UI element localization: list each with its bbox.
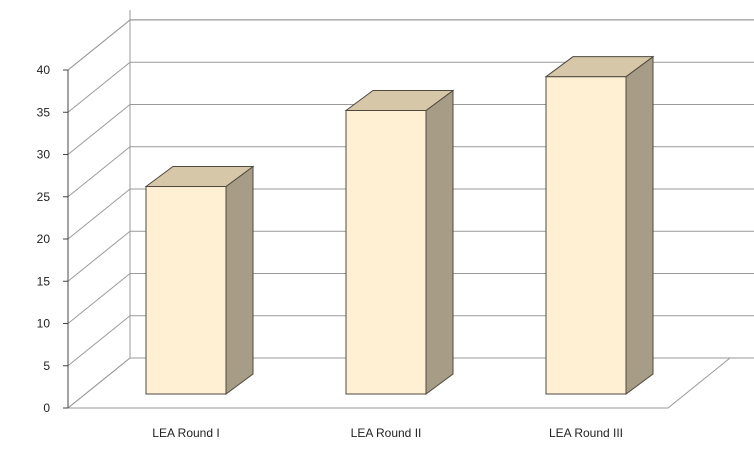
x-category-label: LEA Round II bbox=[351, 426, 422, 440]
bar-front bbox=[345, 109, 427, 395]
bar-top bbox=[344, 89, 455, 111]
gridline-wall bbox=[67, 61, 131, 113]
x-category-label: LEA Round I bbox=[152, 426, 219, 440]
x-category-labels: LEA Round I LEA Round II LEA Round III bbox=[152, 426, 623, 440]
bar-side bbox=[225, 165, 254, 395]
gridline-wall bbox=[67, 273, 131, 324]
gridline-wall bbox=[67, 230, 131, 282]
bar-top bbox=[144, 166, 255, 188]
bar-side bbox=[625, 55, 654, 395]
y-axis bbox=[63, 69, 69, 409]
y-tick-label: 10 bbox=[37, 317, 51, 331]
bars bbox=[144, 55, 655, 395]
y-tick-label: 25 bbox=[37, 190, 51, 204]
gridline-wall bbox=[67, 357, 131, 409]
bar bbox=[544, 55, 655, 395]
gridline-wall bbox=[67, 315, 131, 367]
y-tick-label: 15 bbox=[37, 274, 51, 288]
gridline-wall bbox=[67, 188, 131, 240]
bar-top bbox=[544, 56, 655, 78]
x-category-label: LEA Round III bbox=[549, 426, 623, 440]
y-tick-label: 5 bbox=[43, 359, 50, 373]
gridline-wall bbox=[67, 146, 131, 198]
y-tick-label: 35 bbox=[37, 105, 51, 119]
bar bbox=[144, 165, 255, 395]
y-tick-label: 20 bbox=[37, 232, 51, 246]
bar-front bbox=[145, 186, 227, 395]
y-tick-label: 0 bbox=[43, 401, 50, 415]
bar-side bbox=[425, 89, 454, 395]
bar bbox=[344, 89, 455, 395]
y-tick-label: 40 bbox=[37, 63, 51, 77]
bar-front bbox=[545, 76, 627, 395]
gridline-wall bbox=[67, 104, 131, 155]
y-tick-labels: 0 5 10 15 20 25 30 35 40 bbox=[37, 63, 51, 415]
gridline-wall bbox=[67, 19, 131, 71]
y-tick-label: 30 bbox=[37, 148, 51, 162]
